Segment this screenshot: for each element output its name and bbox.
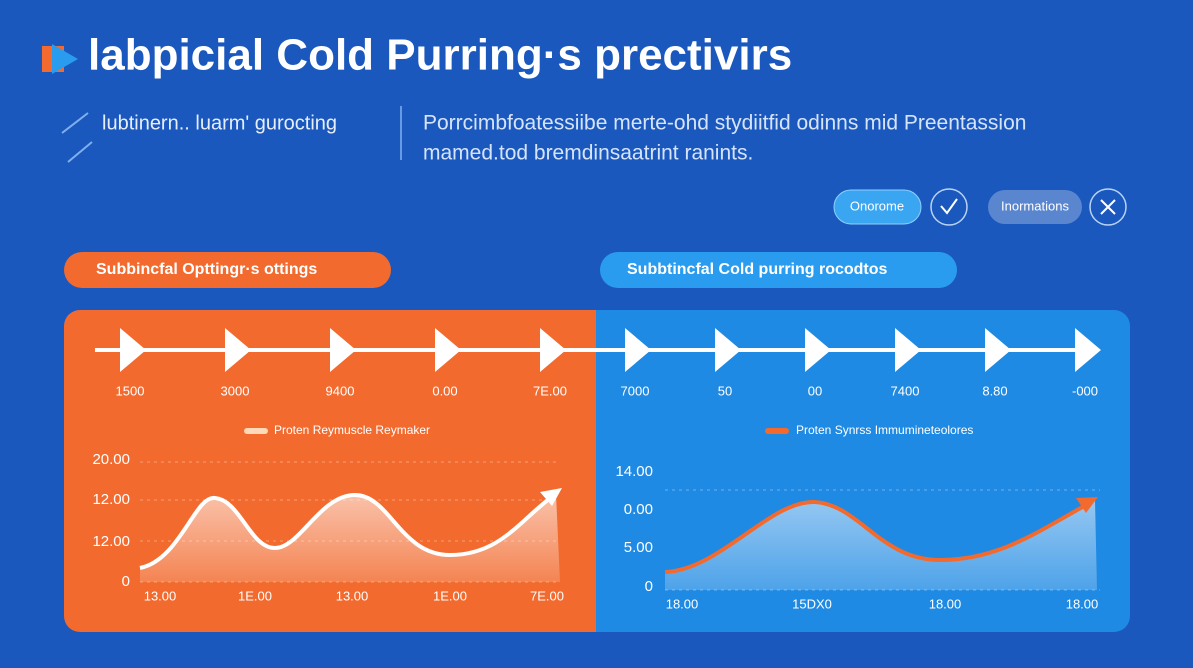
timeline-arrow: [625, 328, 651, 372]
y-axis-label: 0: [122, 573, 130, 590]
section-label: Subbtincfal Cold purring rocodtos: [627, 261, 888, 278]
timeline-label: 7E.00: [533, 383, 567, 398]
primary-button[interactable]: Onorome: [833, 189, 922, 225]
x-axis-label: 18.00: [929, 596, 962, 611]
decor-strokes: [61, 112, 93, 163]
timeline-label: 0.00: [432, 383, 457, 398]
left-chart: [139, 428, 562, 583]
section-pill: [600, 252, 957, 288]
description-line: mamed.tod bremdinsaatrint ranints.: [423, 142, 753, 165]
x-axis-label: 18.00: [666, 596, 699, 611]
x-axis-label: 13.00: [144, 588, 177, 603]
timeline-arrow: [540, 328, 566, 372]
x-axis-label: 1E.00: [433, 588, 467, 603]
check-button[interactable]: [930, 188, 968, 226]
panel-labels: 1500 3000 9400 0.00 7E.00 Proten Reymuscle Re…: [92, 383, 1098, 611]
y-axis-label: 0: [645, 578, 653, 595]
y-axis-label: 5.00: [624, 539, 653, 556]
timeline-label: 7400: [891, 383, 920, 398]
y-axis-label: 14.00: [615, 463, 653, 480]
section-pill: [64, 252, 391, 288]
subtitle: lubtinern.. luarm' gurocting: [102, 112, 337, 134]
timeline-arrow: [330, 328, 356, 372]
x-axis-label: 15DX0: [792, 596, 832, 611]
secondary-button[interactable]: Inormations: [988, 190, 1082, 224]
page-title: labpicial Cold Purring·s prectivirs: [88, 31, 792, 80]
timeline-label: 3000: [221, 383, 250, 398]
y-axis-label: 20.00: [92, 451, 130, 468]
timeline-arrow: [225, 328, 251, 372]
y-axis-label: 12.00: [92, 491, 130, 508]
timeline-arrow: [895, 328, 921, 372]
y-axis-label: 12.00: [92, 533, 130, 550]
section-label: Subbincfal Opttingr·s ottings: [96, 261, 317, 278]
legend-label: Proten Synrss Immumineteolores: [796, 423, 973, 437]
timeline-label: 8.80: [982, 383, 1007, 398]
button-label[interactable]: Onorome: [850, 198, 904, 213]
timeline-arrows: [120, 328, 1101, 372]
logo: [42, 44, 78, 74]
description-line: Porrcimbfoatessiibe merte-ohd stydiitfid…: [423, 112, 1026, 135]
y-axis-label: 0.00: [624, 501, 653, 518]
legend-label: Proten Reymuscle Reymaker: [274, 423, 430, 437]
timeline-arrow: [120, 328, 146, 372]
timeline-arrow: [715, 328, 741, 372]
timeline-arrow: [805, 328, 831, 372]
close-button[interactable]: [1089, 188, 1127, 226]
timeline-label: -000: [1072, 383, 1098, 398]
button-label[interactable]: Inormations: [1001, 198, 1069, 213]
x-axis-label: 18.00: [1066, 596, 1099, 611]
panel-join: [596, 310, 612, 632]
timeline-label: 9400: [326, 383, 355, 398]
x-axis-label: 7E.00: [530, 588, 564, 603]
right-chart: [664, 428, 1100, 591]
timeline-arrow: [1075, 328, 1101, 372]
timeline-label: 50: [718, 383, 732, 398]
timeline-label: 00: [808, 383, 822, 398]
timeline-label: 1500: [116, 383, 145, 398]
timeline-arrow: [985, 328, 1011, 372]
timeline-label: 7000: [621, 383, 650, 398]
x-axis-label: 1E.00: [238, 588, 272, 603]
x-axis-label: 13.00: [336, 588, 369, 603]
timeline-arrow: [435, 328, 461, 372]
